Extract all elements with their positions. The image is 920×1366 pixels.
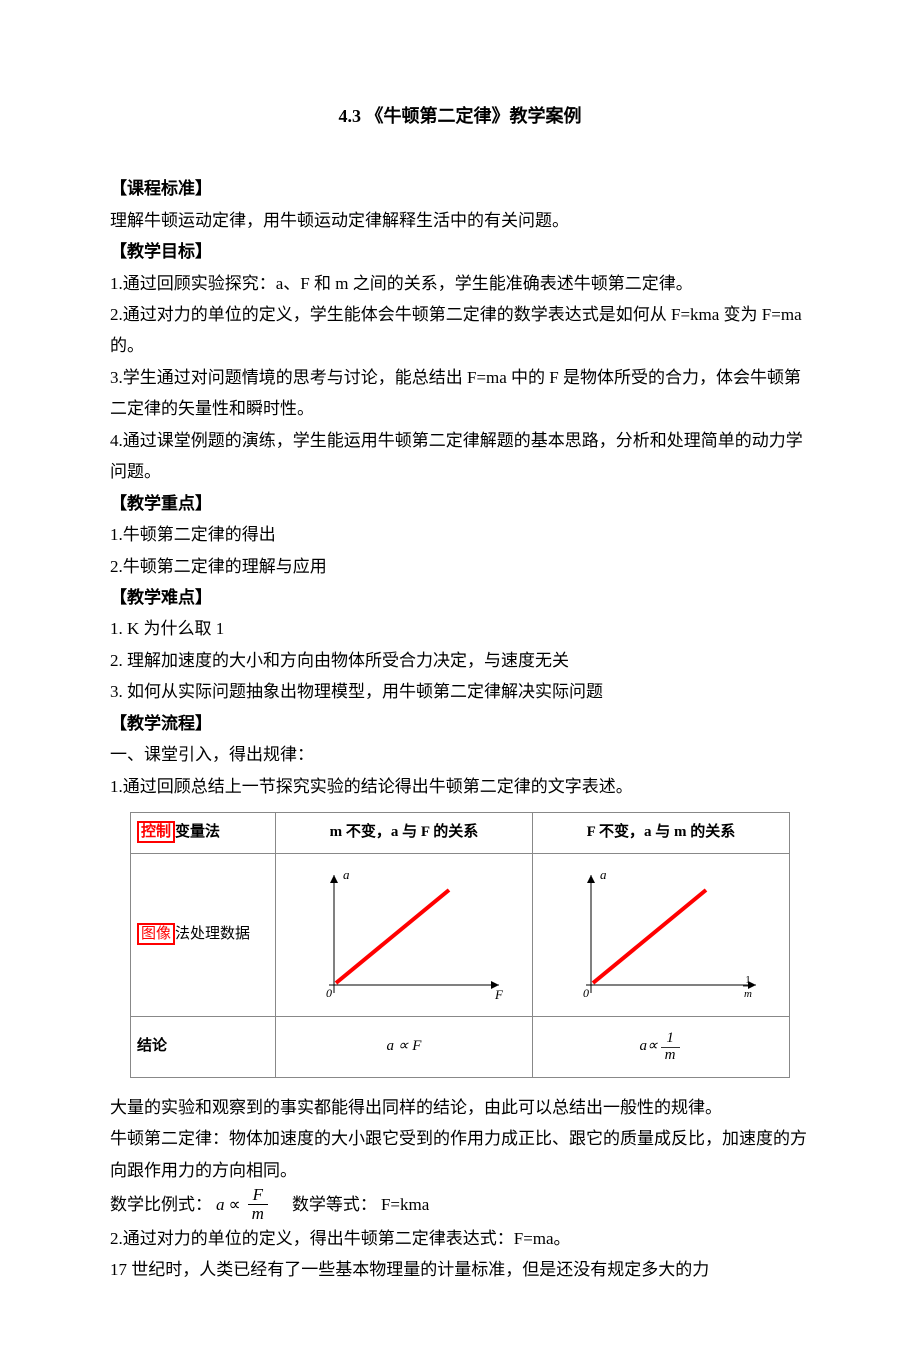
origin-label: 0 xyxy=(326,986,332,1000)
flow-1: 一、课堂引入，得出规律： xyxy=(110,739,810,770)
highlight-box: 控制 xyxy=(137,821,175,843)
ratio-fraction: F m xyxy=(248,1186,268,1223)
table-row: 图像法处理数据 0 F a xyxy=(131,854,790,1017)
conclusion-label: 结论 xyxy=(131,1017,276,1078)
chart-aF: 0 F a xyxy=(299,865,509,1005)
x-axis-den: m xyxy=(744,988,752,1000)
table-row: 控制变量法 m 不变，a 与 F 的关系 F 不变，a 与 m 的关系 xyxy=(131,813,790,854)
table-row: 结论 a ∝ F a ∝ 1 m xyxy=(131,1017,790,1078)
post-p4: 2.通过对力的单位的定义，得出牛顿第二定律表达式：F=ma。 xyxy=(110,1223,810,1254)
chart-aF-cell: 0 F a xyxy=(275,854,532,1017)
ratio-line: 数学比例式： a ∝ F m 数学等式： F=kma xyxy=(110,1186,810,1223)
ratio-label: 数学比例式： xyxy=(110,1189,212,1220)
eq-label: 数学等式： xyxy=(275,1189,377,1220)
chart-am-cell: 0 1 m a xyxy=(532,854,789,1017)
conclusion-aF: a ∝ F xyxy=(387,1038,422,1054)
conclusion-am: a ∝ 1 m xyxy=(639,1031,682,1064)
ratio-a: a xyxy=(216,1189,225,1220)
keypt-1: 1.牛顿第二定律的得出 xyxy=(110,519,810,550)
prop-symbol: ∝ xyxy=(229,1189,241,1220)
post-p1: 大量的实验和观察到的事实都能得出同样的结论，由此可以总结出一般性的规律。 xyxy=(110,1092,810,1123)
flow-head: 【教学流程】 xyxy=(110,708,810,739)
chart-am: 0 1 m a xyxy=(556,865,766,1005)
post-p5: 17 世纪时，人类已经有了一些基本物理量的计量标准，但是还没有规定多大的力 xyxy=(110,1254,810,1285)
eq-rhs: F=kma xyxy=(381,1189,429,1220)
x-axis-num: 1 xyxy=(745,974,751,986)
keypt-2: 2.牛顿第二定律的理解与应用 xyxy=(110,551,810,582)
goal-3: 3.学生通过对问题情境的思考与讨论，能总结出 F=ma 中的 F 是物体所受的合… xyxy=(110,362,810,425)
cell-text: 变量法 xyxy=(175,824,220,840)
post-p2: 牛顿第二定律：物体加速度的大小跟它受到的作用力成正比、跟它的质量成反比，加速度的… xyxy=(110,1123,810,1186)
standard-head: 【课程标准】 xyxy=(110,173,810,204)
highlight-box: 图像 xyxy=(137,923,175,945)
goal-4: 4.通过课堂例题的演练，学生能运用牛顿第二定律解题的基本思路，分析和处理简单的动… xyxy=(110,425,810,488)
y-axis-label: a xyxy=(600,867,607,882)
diff-2: 2. 理解加速度的大小和方向由物体所受合力决定，与速度无关 xyxy=(110,645,810,676)
y-axis-label: a xyxy=(343,867,350,882)
flow-1a: 1.通过回顾总结上一节探究实验的结论得出牛顿第二定律的文字表述。 xyxy=(110,771,810,802)
cell-text: 法处理数据 xyxy=(175,926,250,942)
goal-1: 1.通过回顾实验探究：a、F 和 m 之间的关系，学生能准确表述牛顿第二定律。 xyxy=(110,268,810,299)
x-axis-label: F xyxy=(494,987,504,1002)
col-header-am: F 不变，a 与 m 的关系 xyxy=(532,813,789,854)
standard-body: 理解牛顿运动定律，用牛顿运动定律解释生活中的有关问题。 xyxy=(110,205,810,236)
diff-1: 1. K 为什么取 1 xyxy=(110,613,810,644)
col-header-aF: m 不变，a 与 F 的关系 xyxy=(275,813,532,854)
methods-table: 控制变量法 m 不变，a 与 F 的关系 F 不变，a 与 m 的关系 图像法处… xyxy=(130,812,790,1078)
origin-label: 0 xyxy=(583,986,589,1000)
diff-3: 3. 如何从实际问题抽象出物理模型，用牛顿第二定律解决实际问题 xyxy=(110,676,810,707)
goals-head: 【教学目标】 xyxy=(110,236,810,267)
keypts-head: 【教学重点】 xyxy=(110,488,810,519)
goal-2: 2.通过对力的单位的定义，学生能体会牛顿第二定律的数学表达式是如何从 F=kma… xyxy=(110,299,810,362)
diff-head: 【教学难点】 xyxy=(110,582,810,613)
page-title: 4.3 《牛顿第二定律》教学案例 xyxy=(110,100,810,133)
